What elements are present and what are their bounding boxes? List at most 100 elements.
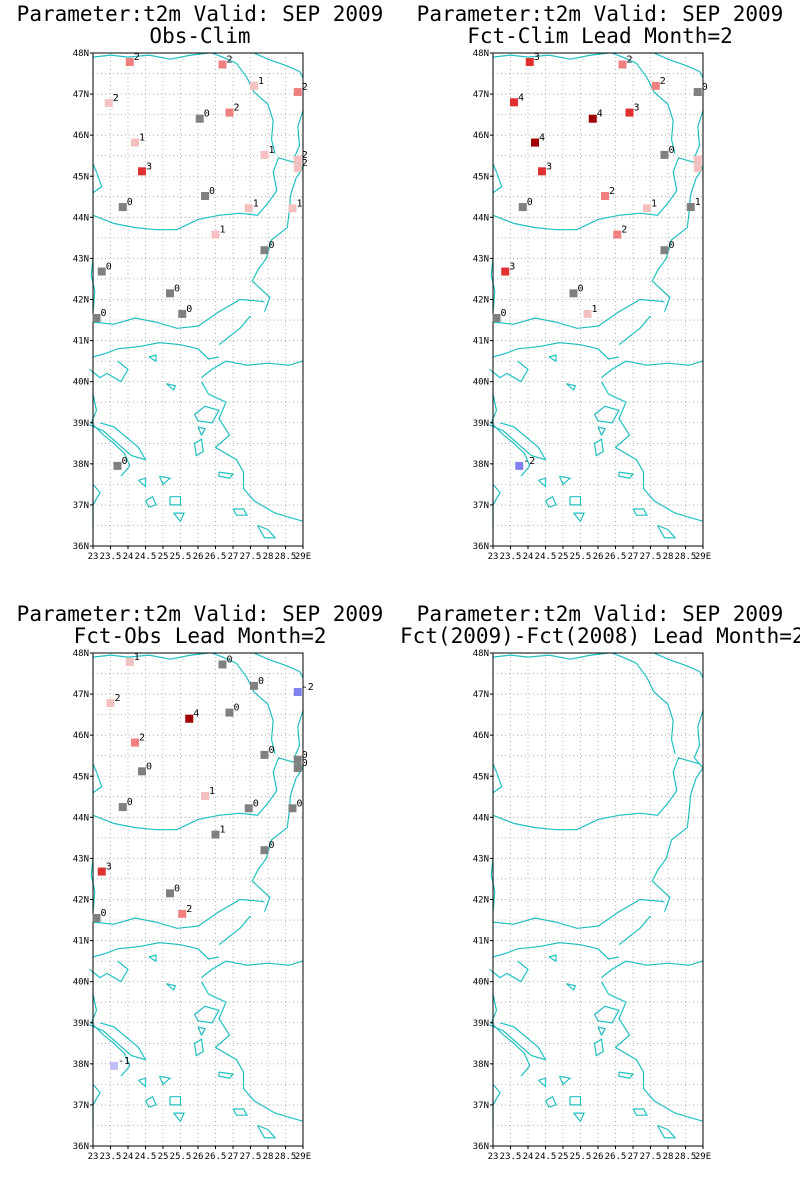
lat-label: 40N (473, 978, 489, 988)
coastline (544, 1095, 557, 1108)
station-value: 2 (113, 93, 119, 104)
lon-label: 27.5 (640, 1152, 662, 1162)
lat-label: 45N (73, 172, 89, 182)
coastline (92, 757, 300, 831)
station-value: 0 (227, 655, 233, 666)
station-marker (583, 309, 592, 318)
coastline (92, 341, 220, 360)
panel-title-line2: Obs-Clim (149, 24, 251, 48)
lat-label: 38N (473, 460, 489, 470)
station-value: 0 (269, 240, 275, 251)
station-marker (211, 830, 220, 839)
station-marker (643, 204, 651, 213)
coastline (490, 993, 531, 1077)
station-marker (225, 708, 234, 717)
station-value: 0 (209, 186, 215, 197)
lat-label: 37N (473, 501, 489, 511)
lat-label: 46N (73, 731, 89, 741)
station-value: 3 (509, 262, 515, 273)
station-marker (138, 167, 146, 176)
coastline (251, 710, 304, 913)
coastline (651, 710, 704, 913)
lat-label: 40N (73, 978, 89, 988)
station-marker (97, 267, 106, 276)
panel-fct-fct: Parameter:t2m Valid: SEP 2009 Fct(2009)-… (400, 600, 800, 1200)
station-marker (201, 791, 209, 800)
coastline (166, 383, 177, 391)
station-marker (531, 138, 539, 147)
lat-label: 42N (73, 296, 89, 306)
coastline (492, 763, 503, 794)
coastline (597, 426, 606, 437)
lon-label: 23.5 (500, 552, 522, 562)
station-marker (166, 889, 174, 898)
lon-label: 28 (263, 1152, 274, 1162)
station-marker (250, 681, 258, 690)
lat-label: 47N (473, 690, 489, 700)
lon-label: 27 (628, 1152, 639, 1162)
lat-label: 48N (73, 49, 89, 59)
coastline (656, 1124, 677, 1139)
station-value: 2 (302, 158, 308, 169)
station-value: 0 (258, 676, 264, 687)
coastline (489, 960, 529, 983)
station-marker (178, 309, 187, 318)
station-value: 4 (539, 133, 545, 144)
station-marker (211, 230, 220, 239)
station-value: 3 (106, 862, 112, 873)
lon-label: 24.5 (535, 552, 557, 562)
coastline (232, 1108, 249, 1116)
station-value: 4 (193, 709, 199, 720)
coastline (618, 471, 635, 479)
station-value: 3 (634, 103, 640, 114)
lat-label: 39N (473, 419, 489, 429)
station-marker (618, 60, 627, 69)
lon-label: 25 (158, 1152, 169, 1162)
lat-label: 46N (473, 731, 489, 741)
lon-label: 24 (523, 1152, 534, 1162)
station-marker (538, 167, 546, 176)
station-marker (660, 150, 669, 159)
station-value: 1 (139, 133, 145, 144)
lat-label: 46N (73, 131, 89, 141)
lon-label: 26 (593, 1152, 604, 1162)
coastline (566, 383, 577, 391)
station-value: 2 (302, 82, 308, 93)
lon-label: 26 (193, 1152, 204, 1162)
station-value: -1 (118, 1056, 130, 1067)
coastline (492, 341, 620, 360)
station-value: 3 (546, 161, 552, 172)
station-marker (515, 461, 524, 470)
lat-label: 44N (73, 213, 89, 223)
coastline (201, 960, 304, 979)
coastline (566, 983, 577, 991)
lat-label: 43N (473, 254, 489, 264)
station-marker (118, 203, 127, 212)
lon-label: 25 (558, 552, 569, 562)
station-value: 1 (592, 304, 598, 315)
lon-label: 27 (628, 552, 639, 562)
coastline (597, 1026, 606, 1037)
coastline (89, 960, 129, 983)
station-marker (97, 867, 106, 876)
coastline (218, 1071, 235, 1079)
coastline (232, 508, 249, 516)
coastline (200, 981, 304, 1122)
lat-label: 43N (473, 854, 489, 864)
coastline (256, 1124, 277, 1139)
station-value: 0 (269, 840, 275, 851)
station-marker (569, 289, 578, 298)
lat-label: 43N (73, 854, 89, 864)
lat-label: 36N (473, 1142, 489, 1152)
panel-obs-clim: Parameter:t2m Valid: SEP 2009 Obs-Clim 4… (0, 0, 400, 600)
station-marker (293, 688, 302, 697)
station-value: 2 (302, 150, 308, 161)
coastline (200, 381, 304, 522)
station-value: 3 (534, 52, 540, 63)
coastline (218, 915, 251, 946)
coastline (548, 954, 557, 963)
lat-label: 36N (73, 542, 89, 552)
lon-label: 26 (193, 552, 204, 562)
coastline (138, 1077, 147, 1088)
station-marker (113, 461, 122, 470)
